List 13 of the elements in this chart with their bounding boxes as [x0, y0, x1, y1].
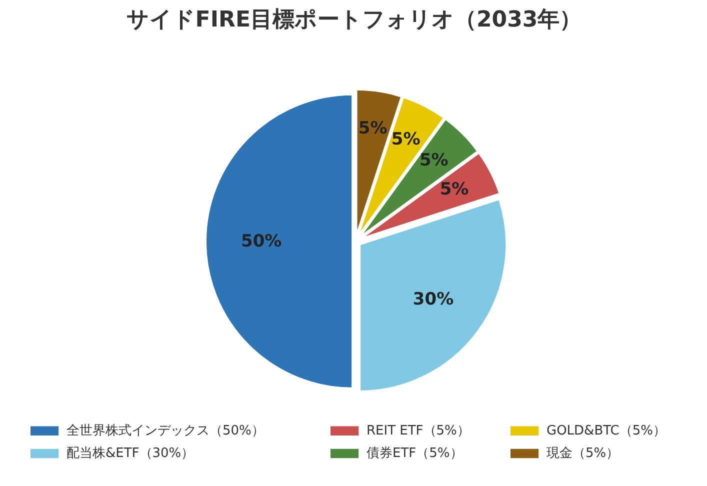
legend-label: 債券ETF（5%）	[366, 446, 463, 462]
chart-title: サイドFIRE目標ポートフォリオ（2033年）	[126, 8, 582, 32]
legend-label: GOLD&BTC（5%）	[546, 423, 666, 438]
legend-label: 全世界株式インデックス（50%）	[66, 423, 264, 438]
data-label: 5%	[391, 130, 420, 150]
data-label: 5%	[440, 180, 469, 200]
data-label: 50%	[241, 231, 282, 252]
data-label: 5%	[419, 150, 448, 171]
data-label: 30%	[412, 290, 454, 310]
legend-label: 配当株&ETF（30%）	[66, 446, 194, 462]
legend-label: REIT ETF（5%）	[366, 423, 470, 438]
legend-label: 現金（5%）	[546, 446, 620, 462]
data-label: 5%	[358, 118, 388, 139]
